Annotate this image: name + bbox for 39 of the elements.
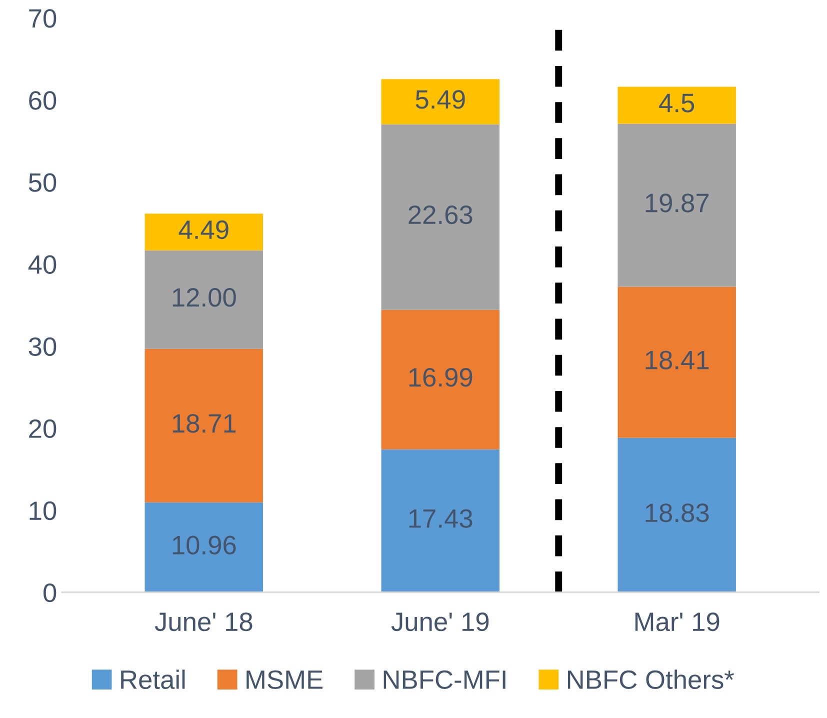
y-tick-label: 50: [28, 173, 56, 192]
y-tick-label: 20: [29, 419, 56, 438]
legend-label: NBFC-MFI: [384, 670, 506, 690]
y-tick-label: 30: [28, 337, 56, 356]
bar: [381, 124, 500, 310]
y-tick-label: 70: [29, 9, 56, 28]
bar: [144, 502, 264, 592]
bar: [144, 250, 264, 349]
data-label: 17.43: [409, 509, 472, 528]
data-label: 4.49: [178, 220, 228, 240]
data-label: 18.71: [172, 414, 236, 433]
legend-label: MSME: [246, 670, 323, 690]
data-label: 22.63: [408, 205, 472, 224]
y-tick-label: 10: [30, 501, 56, 520]
data-label: 18.83: [646, 503, 709, 522]
data-label: 10.96: [172, 536, 236, 554]
data-label: 16.99: [409, 368, 472, 387]
data-label: 4.5: [659, 94, 694, 112]
legend-label: Retail: [121, 670, 185, 690]
x-tick-label: June' 18: [154, 612, 252, 632]
bar: [144, 214, 264, 250]
y-tick-label: 60: [29, 91, 56, 110]
data-label: 5.49: [416, 90, 465, 109]
bar: [618, 124, 736, 287]
data-label: 18.41: [646, 350, 709, 370]
bar: [144, 348, 264, 502]
bar: [381, 79, 500, 124]
x-tick-label: Mar' 19: [635, 612, 720, 632]
bar: [381, 310, 500, 450]
y-tick-label: 0: [44, 583, 56, 602]
bar: [618, 86, 736, 124]
bar: [618, 438, 736, 592]
bar: [381, 449, 500, 592]
data-label: 19.87: [646, 194, 709, 212]
y-tick-label: 40: [28, 255, 56, 274]
data-label: 12.00: [172, 288, 236, 307]
bar: [618, 286, 736, 438]
legend-label: NBFC Others*: [568, 670, 734, 690]
x-tick-label: June' 19: [391, 612, 489, 632]
